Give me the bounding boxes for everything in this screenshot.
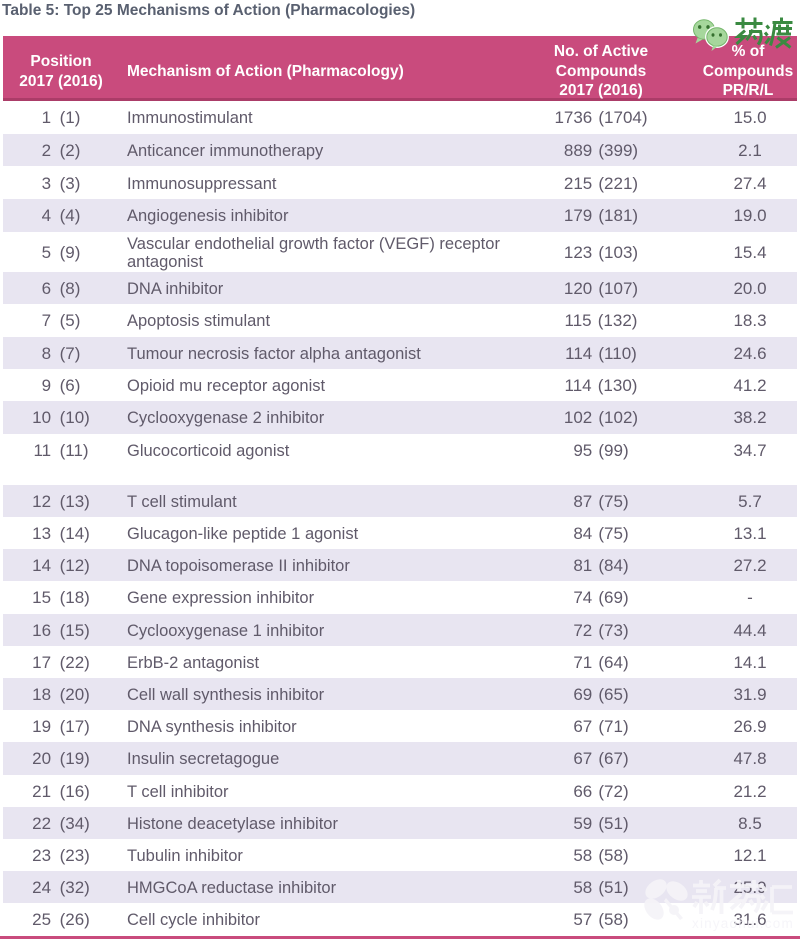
svg-text:xinyaohui.com: xinyaohui.com [692, 916, 794, 931]
